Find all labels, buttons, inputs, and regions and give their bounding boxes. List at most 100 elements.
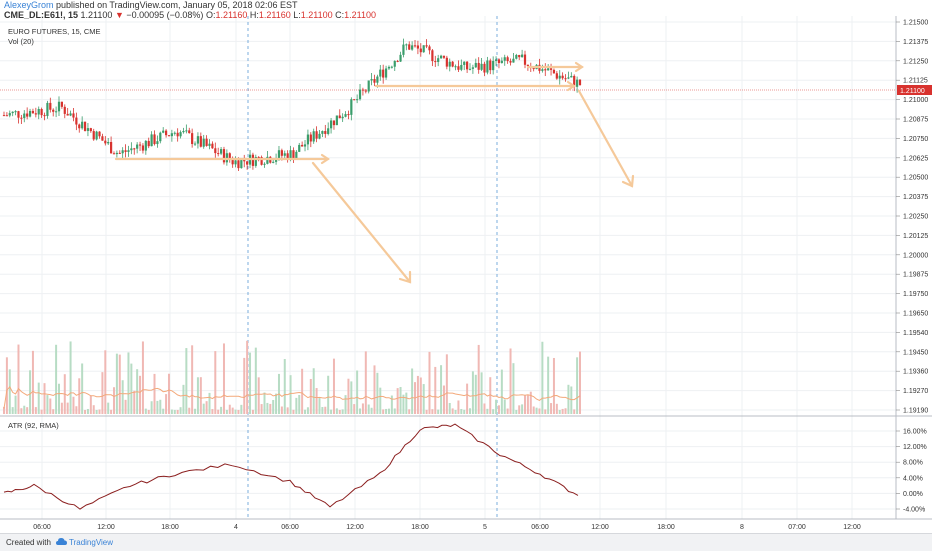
volume-bar xyxy=(347,378,350,414)
volume-bar xyxy=(246,340,249,414)
price-tick-label: 1.21250 xyxy=(903,58,928,65)
volume-bar xyxy=(431,409,434,414)
candle-body xyxy=(303,144,307,147)
candle-body xyxy=(376,76,379,83)
candle-body xyxy=(492,60,495,71)
candle-body xyxy=(416,45,420,49)
volume-bar xyxy=(573,409,576,414)
candle-body xyxy=(72,113,75,118)
candle-body xyxy=(130,148,133,151)
volume-bar xyxy=(298,394,301,414)
price-tick-label: 1.20500 xyxy=(903,175,928,182)
volume-bar xyxy=(86,408,89,414)
candlestick-series xyxy=(2,38,582,171)
price-tick-label: 1.20875 xyxy=(903,117,928,124)
candle-body xyxy=(494,59,498,61)
last-value: 1.21100 xyxy=(80,10,113,20)
candle-body xyxy=(208,143,211,146)
high-value: 1.21160 xyxy=(258,10,291,20)
candle-body xyxy=(422,45,425,53)
candle-body xyxy=(112,153,116,155)
candle-body xyxy=(234,160,237,165)
volume-bar xyxy=(165,394,168,414)
candle-body xyxy=(263,163,266,165)
atr-axis: 16.00% 12.00% 8.00% 4.00% 0.00% -4.00% xyxy=(896,429,927,514)
volume-bar xyxy=(448,403,451,414)
volume-bar xyxy=(341,409,344,414)
candle-body xyxy=(405,44,408,46)
time-tick-label: 12:00 xyxy=(97,524,115,531)
candle-body xyxy=(364,90,367,92)
volume-bar xyxy=(23,405,26,414)
time-tick-label: 06:00 xyxy=(531,524,549,531)
volume-bar xyxy=(228,404,231,414)
atr-tick-label: -4.00% xyxy=(903,507,925,514)
candle-body xyxy=(382,69,385,78)
volume-bar xyxy=(234,409,237,414)
price-tick-label: 1.20750 xyxy=(903,136,928,143)
volume-bar xyxy=(544,409,547,414)
volume-bar xyxy=(124,399,127,414)
volume-bar xyxy=(243,357,246,414)
candle-body xyxy=(434,61,437,63)
volume-bar xyxy=(14,395,17,414)
volume-bar xyxy=(141,341,144,414)
volume-bar xyxy=(211,409,214,414)
tradingview-brand-link[interactable]: TradingView xyxy=(69,538,114,547)
candle-body xyxy=(396,60,399,62)
volume-bar xyxy=(338,409,341,414)
candle-body xyxy=(89,128,92,132)
volume-bar xyxy=(208,392,211,414)
price-grid xyxy=(0,16,896,519)
candle-body xyxy=(31,110,35,114)
time-tick-label: 5 xyxy=(483,524,487,531)
open-value: 1.21160 xyxy=(215,10,248,20)
volume-bar xyxy=(5,357,8,414)
volume-bar xyxy=(205,401,208,414)
time-tick-label: 8 xyxy=(740,524,744,531)
candle-body xyxy=(306,134,310,145)
candle-body xyxy=(358,89,362,100)
volume-bar xyxy=(532,406,535,414)
candle-body xyxy=(205,138,208,146)
volume-bar xyxy=(153,373,156,414)
price-tick-label: 1.19875 xyxy=(903,272,928,279)
volume-bar xyxy=(194,408,197,414)
volume-bar xyxy=(428,351,431,414)
atr-line xyxy=(3,423,579,510)
volume-bar xyxy=(312,368,315,414)
symbol-label: CME_DL:E61!, 15 xyxy=(4,10,79,20)
volume-bar xyxy=(547,356,550,414)
candle-body xyxy=(55,111,58,113)
atr-tick-label: 0.00% xyxy=(903,491,923,498)
volume-bar xyxy=(66,402,69,414)
volume-bar xyxy=(26,407,29,414)
candle-body xyxy=(109,141,113,154)
candle-body xyxy=(153,134,156,145)
candle-body xyxy=(301,144,304,147)
volume-bar xyxy=(257,377,260,414)
down-arrow-2 xyxy=(577,89,634,188)
author-link[interactable]: AlexeyGrom xyxy=(4,0,54,10)
candle-body xyxy=(312,131,315,142)
volume-bar xyxy=(107,402,110,414)
volume-bar xyxy=(147,409,150,414)
candle-body xyxy=(480,63,483,70)
candle-body xyxy=(138,144,142,146)
candle-body xyxy=(390,66,393,68)
volume-bar xyxy=(173,409,176,414)
volume-bar xyxy=(84,409,87,414)
volume-bar xyxy=(515,409,518,414)
candle-body xyxy=(23,113,26,119)
candle-body xyxy=(413,45,417,47)
volume-bar xyxy=(408,409,411,414)
volume-bar xyxy=(451,408,454,414)
time-axis: 06:00 12:00 18:00 4 06:00 12:00 18:00 5 06:00 12:… xyxy=(33,524,861,531)
volume-bar xyxy=(69,341,72,414)
atr-tick-label: 8.00% xyxy=(903,460,923,467)
candle-body xyxy=(509,61,512,63)
candle-body xyxy=(497,59,501,64)
volume-bar xyxy=(359,408,362,414)
price-tick-label: 1.21375 xyxy=(903,39,928,46)
